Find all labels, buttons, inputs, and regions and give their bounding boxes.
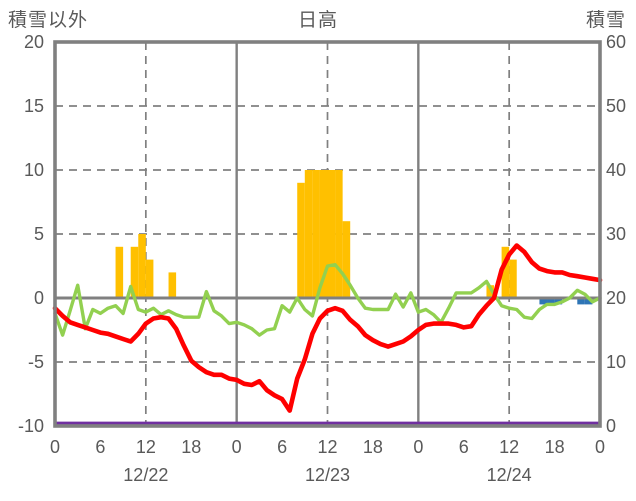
- x-axis-hour-tick: 6: [458, 437, 469, 457]
- red-line-series: [52, 243, 603, 413]
- x-axis-hour-tick: 18: [181, 437, 202, 457]
- blue-bars-series: [539, 298, 593, 305]
- y-axis-right-tick: 20: [606, 288, 627, 308]
- x-axis-date-label: 12/23: [304, 465, 351, 485]
- right-axis-title: 積雪: [585, 10, 626, 31]
- y-axis-left-tick: 10: [23, 160, 44, 180]
- x-axis-hour-tick: 0: [594, 437, 605, 457]
- y-axis-right-tick: 50: [606, 96, 627, 116]
- x-axis-hour-tick: 12: [499, 437, 520, 457]
- y-axis-left-tick: 5: [33, 224, 44, 244]
- y-axis-left-tick: 20: [23, 32, 44, 52]
- y-axis-right-tick: 60: [606, 32, 627, 52]
- y-axis-right-tick: 40: [606, 160, 627, 180]
- x-axis-hour-tick: 0: [413, 437, 424, 457]
- y-axis-right-tick: 30: [606, 224, 627, 244]
- y-axis-left-tick: -10: [17, 416, 44, 436]
- y-axis-right-tick: 10: [606, 352, 627, 372]
- y-axis-left-tick: 0: [33, 288, 44, 308]
- y-axis-left-tick: 15: [23, 96, 44, 116]
- x-axis-date-label: 12/24: [486, 465, 532, 485]
- y-axis-right-tick: 0: [606, 416, 617, 436]
- left-axis-title: 積雪以外: [8, 10, 89, 31]
- x-axis-hour-tick: 6: [277, 437, 288, 457]
- x-axis-date-label: 12/22: [123, 465, 169, 485]
- x-axis-hour-tick: 18: [544, 437, 565, 457]
- x-axis-hour-tick: 0: [231, 437, 242, 457]
- chart-title: 日高: [297, 10, 338, 31]
- chart-frame: [53, 40, 602, 428]
- x-axis-hour-tick: 6: [95, 437, 106, 457]
- x-axis-hour-tick: 0: [49, 437, 60, 457]
- x-axis-hour-tick: 12: [317, 437, 338, 457]
- x-axis-hour-tick: 18: [362, 437, 383, 457]
- green-line-series: [53, 263, 602, 337]
- x-axis-hour-tick: 12: [135, 437, 156, 457]
- orange-bars-series: [115, 170, 517, 298]
- y-axis-left-tick: -5: [27, 352, 44, 372]
